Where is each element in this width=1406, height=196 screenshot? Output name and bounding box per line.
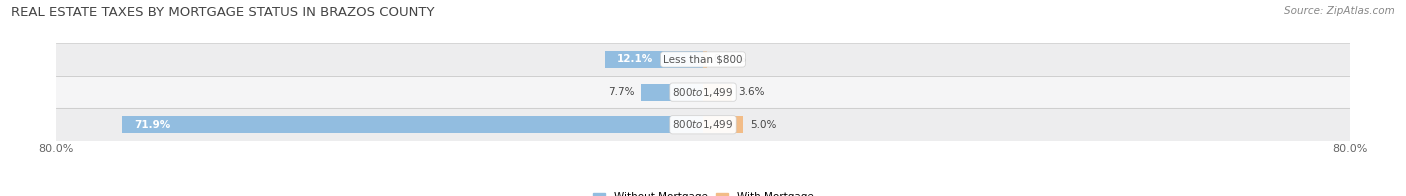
Text: Source: ZipAtlas.com: Source: ZipAtlas.com [1284,6,1395,16]
Bar [56,76,1350,108]
Text: 3.6%: 3.6% [738,87,765,97]
Bar [605,51,703,68]
Bar [641,84,703,101]
Legend: Without Mortgage, With Mortgage: Without Mortgage, With Mortgage [589,188,817,196]
Text: Less than $800: Less than $800 [664,54,742,64]
Text: 12.1%: 12.1% [617,54,654,64]
Text: 0.49%: 0.49% [713,54,747,64]
Bar [703,84,733,101]
Text: $800 to $1,499: $800 to $1,499 [672,86,734,99]
Bar [122,116,703,133]
Bar [703,51,707,68]
Text: 5.0%: 5.0% [749,120,776,130]
Bar [56,108,1350,141]
Text: REAL ESTATE TAXES BY MORTGAGE STATUS IN BRAZOS COUNTY: REAL ESTATE TAXES BY MORTGAGE STATUS IN … [11,6,434,19]
Text: 7.7%: 7.7% [607,87,634,97]
Bar [703,116,744,133]
Text: 71.9%: 71.9% [134,120,170,130]
Bar [56,43,1350,76]
Text: $800 to $1,499: $800 to $1,499 [672,118,734,131]
